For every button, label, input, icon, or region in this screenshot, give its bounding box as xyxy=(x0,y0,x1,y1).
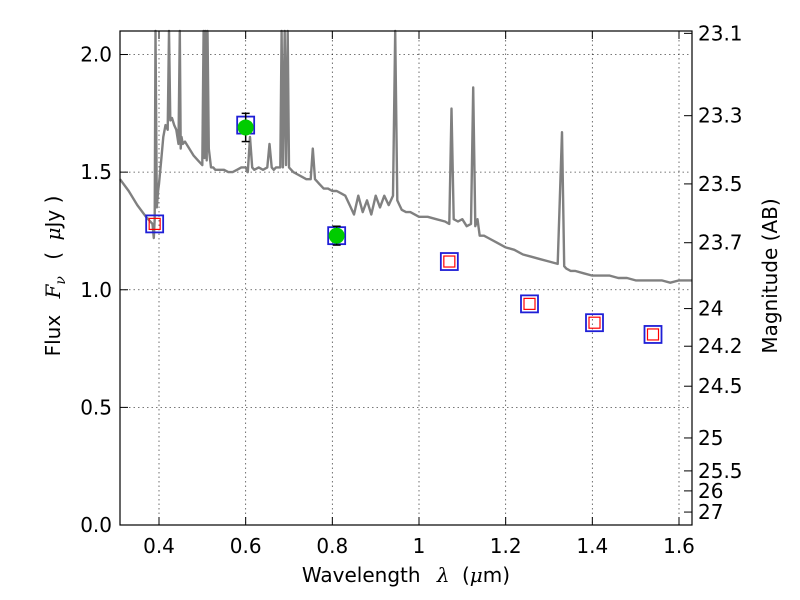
y2-tick-label: 25 xyxy=(698,426,723,450)
x-tick-label: 0.6 xyxy=(230,534,262,558)
model-flux-marker xyxy=(439,252,459,271)
y2-tick-label: 24.5 xyxy=(698,374,743,398)
marker-layer xyxy=(145,112,663,344)
y-tick-label: 2.0 xyxy=(80,43,112,67)
detection-point xyxy=(328,227,345,244)
spectrum-line xyxy=(119,29,692,284)
detection-point xyxy=(237,119,254,136)
y-tick-label: 1.0 xyxy=(80,278,112,302)
observed-flux-marker xyxy=(646,328,660,341)
x-tick-label: 1.2 xyxy=(490,534,522,558)
model-flux-marker xyxy=(585,313,604,333)
y2-tick-label: 27 xyxy=(698,500,723,524)
model-flux-marker xyxy=(520,294,539,314)
observed-flux-marker xyxy=(523,297,536,310)
plot-frame xyxy=(119,30,693,526)
x-axis-label: Wavelength λ (μm) xyxy=(302,563,510,587)
y-tick-label: 0.0 xyxy=(80,513,112,537)
observed-flux-marker xyxy=(443,255,456,268)
observed-flux-marker xyxy=(588,316,601,329)
y2-tick-label: 23.1 xyxy=(698,21,743,45)
y-tick-label: 1.5 xyxy=(80,160,112,184)
model-flux-marker xyxy=(643,325,663,344)
x-tick-label: 1.4 xyxy=(576,534,608,558)
observed-flux-marker xyxy=(148,217,161,230)
y-axis-left: 0.0 0.5 1.0 1.5 2.0 xyxy=(80,43,128,537)
y2-tick-label: 25.5 xyxy=(698,459,743,483)
y2-axis-label: Magnitude (AB) xyxy=(758,198,782,353)
y2-tick-label: 24.2 xyxy=(698,334,743,358)
y2-tick-label: 23.5 xyxy=(698,172,743,196)
x-tick-label: 0.4 xyxy=(143,534,175,558)
y2-tick-label: 23.7 xyxy=(698,231,743,255)
y-tick-label: 0.5 xyxy=(80,395,112,419)
x-tick-label: 1.6 xyxy=(663,534,695,558)
spectrum-layer xyxy=(119,29,692,284)
y2-tick-label: 23.3 xyxy=(698,104,743,128)
model-flux-marker xyxy=(145,214,165,234)
y-axis-label: Flux Fν ( μJy ) xyxy=(41,196,70,357)
x-tick-label: 0.8 xyxy=(316,534,348,558)
y2-tick-label: 26 xyxy=(698,479,723,503)
y2-tick-label: 24 xyxy=(698,297,723,321)
x-axis: 0.4 0.6 0.8 1 1.2 1.4 1.6 xyxy=(143,31,695,558)
x-tick-label: 1 xyxy=(413,534,426,558)
